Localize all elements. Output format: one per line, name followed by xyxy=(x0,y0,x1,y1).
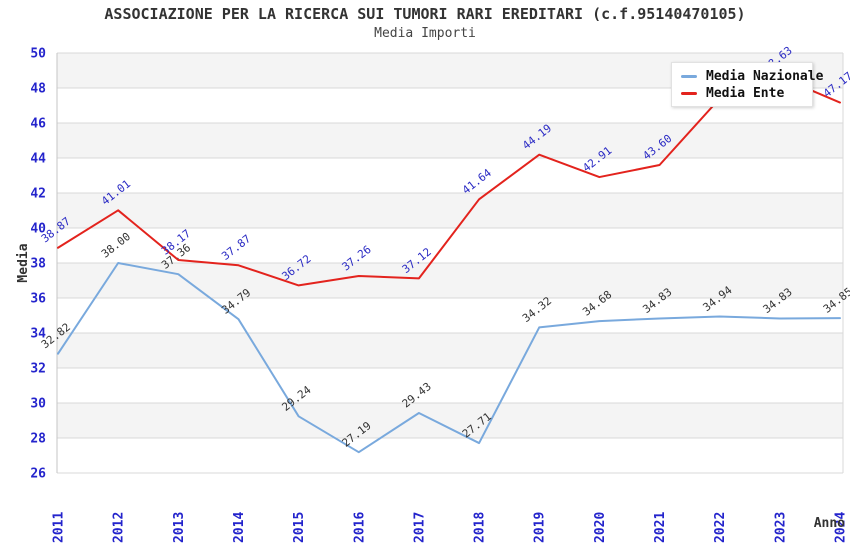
x-tick-label: 2013 xyxy=(172,512,187,543)
plot-band xyxy=(57,123,843,158)
chart-subtitle: Media Importi xyxy=(374,26,476,41)
x-axis-title: Anno xyxy=(814,516,845,531)
plot-band xyxy=(57,333,843,368)
x-tick-label: 2019 xyxy=(533,512,548,543)
y-tick-label: 34 xyxy=(30,327,46,342)
y-tick-label: 40 xyxy=(30,222,46,237)
y-tick-label: 32 xyxy=(30,362,46,377)
legend-line-swatch-icon xyxy=(681,75,697,78)
x-tick-label: 2018 xyxy=(473,512,488,543)
x-tick-label: 2014 xyxy=(232,512,247,543)
y-axis-title: Media xyxy=(16,243,31,282)
x-tick-label: 2024 xyxy=(834,512,849,543)
legend-item-label: Media Nazionale xyxy=(706,69,824,84)
legend-item-media-nazionale[interactable]: Media Nazionale xyxy=(681,68,823,85)
x-tick-label: 2020 xyxy=(593,512,608,543)
legend-box: Media Nazionale Media Ente xyxy=(671,62,823,107)
legend-item-media-ente[interactable]: Media Ente xyxy=(681,85,804,102)
y-tick-label: 42 xyxy=(30,187,46,202)
plot-band xyxy=(57,193,843,228)
x-tick-label: 2015 xyxy=(292,512,307,543)
y-tick-label: 28 xyxy=(30,432,46,447)
x-tick-label: 2017 xyxy=(412,512,427,543)
y-tick-label: 46 xyxy=(30,117,46,132)
x-tick-label: 2021 xyxy=(653,512,668,543)
x-tick-label: 2022 xyxy=(713,512,728,543)
x-tick-label: 2012 xyxy=(112,512,127,543)
y-tick-label: 38 xyxy=(30,257,46,272)
media-ente-line xyxy=(57,75,841,287)
legend-item-label: Media Ente xyxy=(706,86,785,101)
y-tick-label: 36 xyxy=(30,292,46,307)
data-point-label: 37.87 xyxy=(219,232,253,263)
y-tick-label: 26 xyxy=(30,467,46,482)
y-tick-label: 48 xyxy=(30,82,46,97)
chart-title: ASSOCIAZIONE PER LA RICERCA SUI TUMORI R… xyxy=(104,5,746,23)
media-nazionale-line xyxy=(57,262,841,454)
data-point-label: 34.32 xyxy=(520,294,554,325)
data-point-label: 38.00 xyxy=(99,230,133,261)
y-tick-label: 30 xyxy=(30,397,46,412)
plot-band xyxy=(57,403,843,438)
x-tick-label: 2011 xyxy=(52,512,67,543)
y-tick-label: 50 xyxy=(30,47,46,62)
x-tick-label: 2023 xyxy=(773,512,788,543)
legend-line-swatch-icon xyxy=(681,92,697,95)
y-tick-label: 44 xyxy=(30,152,46,167)
x-tick-label: 2016 xyxy=(352,512,367,543)
